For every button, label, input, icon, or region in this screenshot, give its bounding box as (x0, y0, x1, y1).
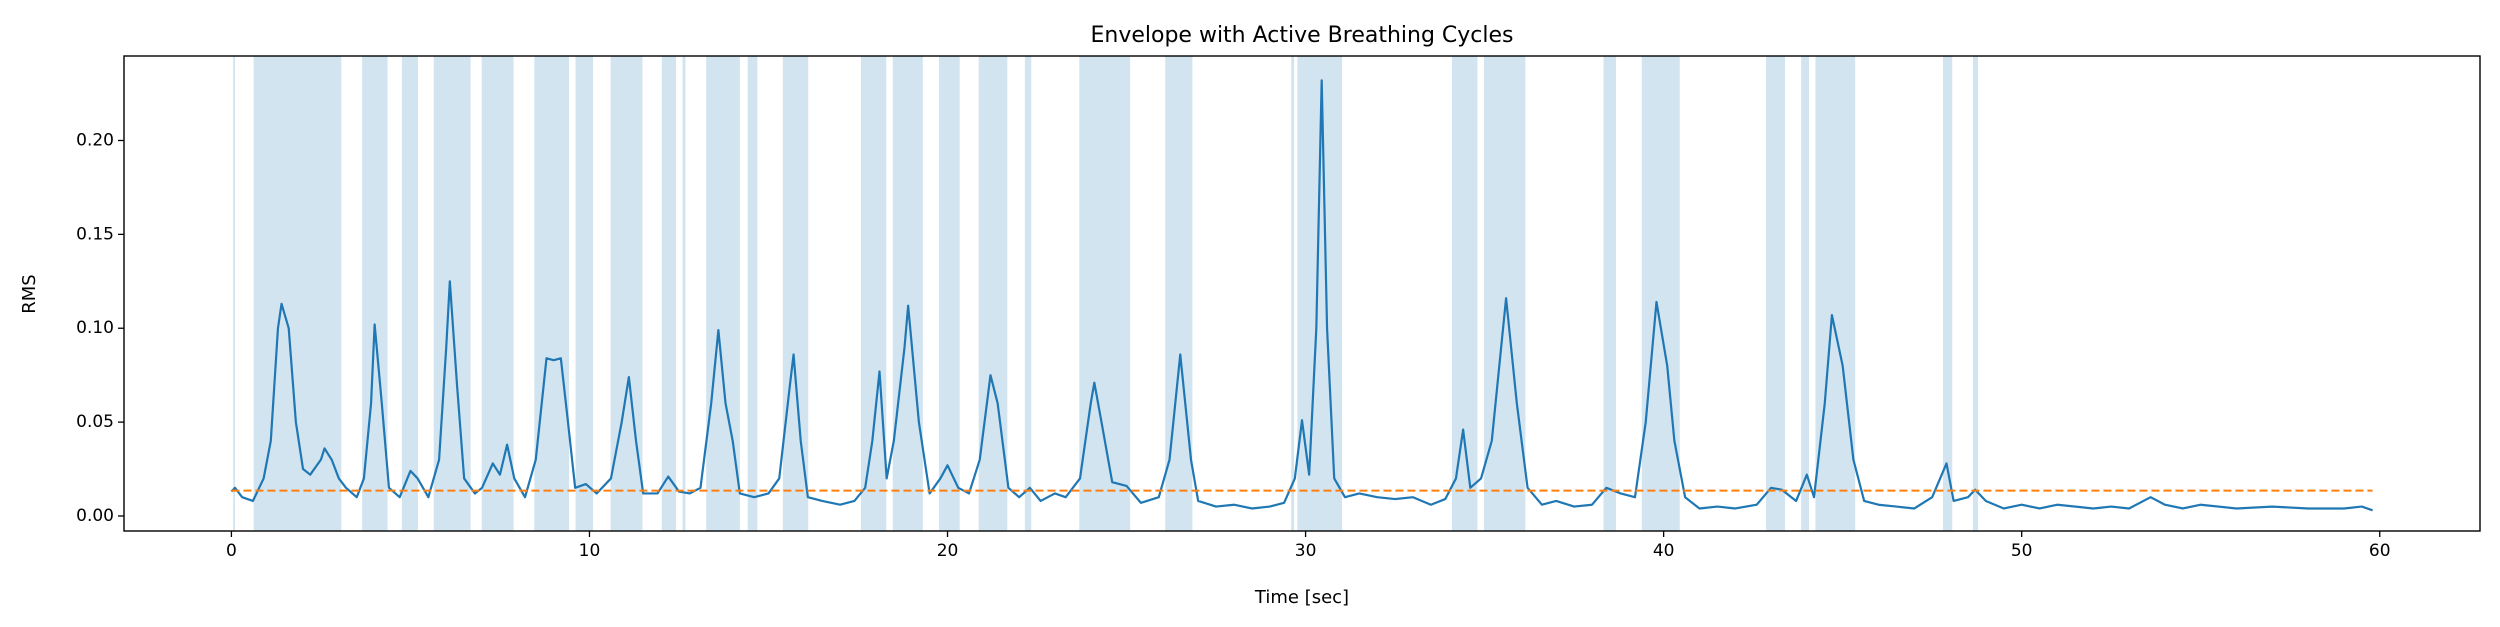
active-span (892, 56, 923, 531)
active-span (534, 56, 570, 531)
active-span (661, 56, 677, 531)
x-tick-label: 60 (2369, 541, 2391, 561)
y-tick-label: 0.20 (76, 130, 114, 150)
active-span (1079, 56, 1131, 531)
active-span (1815, 56, 1856, 531)
y-tick-label: 0.10 (76, 318, 114, 338)
x-tick-label: 40 (1653, 541, 1675, 561)
y-tick-label: 0.00 (76, 506, 114, 526)
active-span (233, 56, 235, 531)
active-span (1942, 56, 1953, 531)
active-span (1291, 56, 1295, 531)
chart-title: Envelope with Active Breathing Cycles (1090, 23, 1513, 48)
active-span (1452, 56, 1478, 531)
x-tick-label: 50 (2011, 541, 2033, 561)
active-span (860, 56, 887, 531)
plot-frame (123, 55, 2481, 532)
x-axis-label: Time [sec] (1254, 587, 1349, 608)
active-span (782, 56, 809, 531)
x-tick-label: 30 (1295, 541, 1317, 561)
active-span (978, 56, 1008, 531)
x-tick-label: 0 (226, 541, 237, 561)
active-span (1972, 56, 1979, 531)
active-span (1641, 56, 1680, 531)
active-span (575, 56, 594, 531)
active-span (401, 56, 418, 531)
active-span (747, 56, 758, 531)
x-tick-label: 20 (937, 541, 959, 561)
active-span (1024, 56, 1032, 531)
envelope-line (230, 79, 2373, 512)
active-span (1801, 56, 1810, 531)
y-axis-label: RMS (19, 274, 40, 313)
active-span (1603, 56, 1617, 531)
active-span (481, 56, 514, 531)
active-span (682, 56, 686, 531)
x-tick-label: 10 (579, 541, 601, 561)
active-span (1483, 56, 1526, 531)
active-span (1766, 56, 1786, 531)
y-tick-label: 0.05 (76, 412, 114, 432)
active-span (938, 56, 960, 531)
y-tick-label: 0.15 (76, 224, 114, 244)
